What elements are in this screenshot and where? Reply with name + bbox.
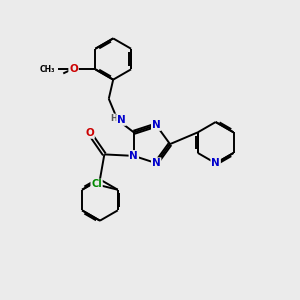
Text: O: O [85,128,94,138]
Text: H: H [110,114,117,123]
Text: CH₃: CH₃ [40,65,55,74]
Text: N: N [129,151,138,161]
Text: N: N [117,115,126,125]
Text: N: N [211,158,220,168]
Text: methoxy: methoxy [53,77,59,78]
Text: Cl: Cl [91,179,102,189]
Text: O: O [69,64,78,74]
Text: N: N [152,120,161,130]
Text: N: N [152,158,161,168]
